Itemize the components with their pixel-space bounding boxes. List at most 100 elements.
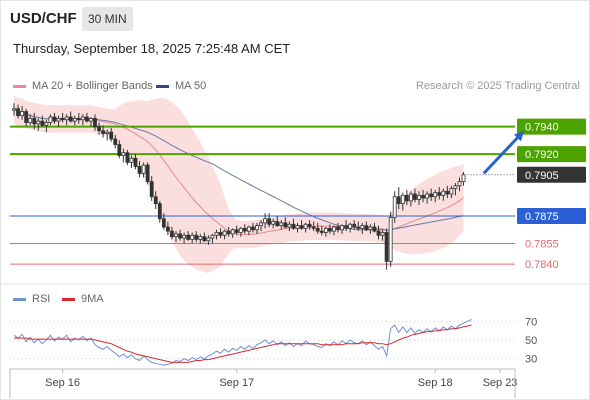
candle-body xyxy=(315,227,320,232)
level-label-0.7940: 0.7940 xyxy=(525,122,559,134)
candle-body xyxy=(52,116,57,122)
candle-body xyxy=(400,194,405,205)
candle-body xyxy=(226,230,231,235)
candle-body xyxy=(404,194,409,202)
candle-body xyxy=(392,196,397,218)
candle-body xyxy=(170,230,174,238)
candle-body xyxy=(332,226,336,232)
candle-body xyxy=(421,194,425,199)
ma50-swatch xyxy=(156,84,169,88)
level-box-0.7875 xyxy=(517,208,586,224)
candle-body xyxy=(255,225,259,231)
candle-body xyxy=(129,157,134,163)
candle-body xyxy=(36,120,41,125)
candle-body xyxy=(376,230,381,236)
level-box-0.7905 xyxy=(517,166,586,183)
candle-body xyxy=(437,192,442,196)
level-label-0.7875: 0.7875 xyxy=(525,211,559,223)
candle-body xyxy=(48,116,53,123)
candle-body xyxy=(72,117,77,122)
candle-body xyxy=(311,226,316,229)
candle-body xyxy=(368,226,373,231)
candle-body xyxy=(68,116,73,122)
candle-body xyxy=(433,192,438,198)
legend-ma50-label: MA 50 xyxy=(175,80,207,92)
bollinger-band xyxy=(14,95,464,273)
projection-arrow-head xyxy=(514,130,525,142)
candle-body xyxy=(210,234,215,239)
candle-body xyxy=(56,117,61,122)
candle-body xyxy=(182,234,187,239)
x-tick-label: Sep 23 xyxy=(483,377,518,389)
candle-body xyxy=(40,120,45,126)
candle-body xyxy=(125,152,130,163)
candle-body xyxy=(93,117,97,128)
candle-body xyxy=(299,225,304,229)
candle-body xyxy=(267,218,272,225)
legend-ma20: MA 20 + Bollinger Bands xyxy=(13,80,153,92)
candle-body xyxy=(165,226,170,232)
candle-body xyxy=(275,221,280,227)
candle-body xyxy=(246,226,251,232)
level-box-0.7940 xyxy=(517,118,586,135)
timestamp: Thursday, September 18, 2025 7:25:48 AM … xyxy=(13,41,291,56)
candle-body xyxy=(161,218,166,228)
candle-body xyxy=(64,116,69,121)
candle-body xyxy=(413,193,417,200)
candle-body xyxy=(457,181,462,187)
candle-body xyxy=(28,117,33,123)
candle-body xyxy=(149,181,154,198)
candle-body xyxy=(222,230,227,236)
candle-body xyxy=(109,131,114,140)
rsi-swatch xyxy=(13,297,26,301)
timeframe-badge[interactable]: 30 MIN xyxy=(82,7,133,31)
symbol-title: USD/CHF xyxy=(10,10,77,27)
ma20-swatch xyxy=(13,84,26,88)
candle-body xyxy=(327,227,332,232)
candle-body xyxy=(336,226,340,231)
candle-body xyxy=(202,236,207,242)
candle-body xyxy=(307,223,312,228)
candle-body xyxy=(60,117,65,121)
candle-body xyxy=(141,164,146,174)
projection-arrow-shaft xyxy=(482,133,522,175)
candle-body xyxy=(153,196,158,205)
legend-ma20-label: MA 20 + Bollinger Bands xyxy=(32,80,153,92)
candle-body xyxy=(218,232,223,236)
candle-body xyxy=(186,234,191,240)
candle-body xyxy=(445,190,450,195)
candle-body xyxy=(283,222,288,228)
x-tick-label: Sep 17 xyxy=(219,377,254,389)
candle-body xyxy=(279,222,284,227)
candle-body xyxy=(133,157,138,167)
candle-body xyxy=(194,234,199,240)
legend-rsi: RSI xyxy=(13,293,50,305)
candle-body xyxy=(238,227,243,233)
candle-body xyxy=(340,225,344,231)
candle-body xyxy=(174,233,178,238)
ma9-line xyxy=(14,324,472,363)
candle-body xyxy=(178,233,182,239)
candle-body xyxy=(190,234,195,240)
candle-body xyxy=(291,223,296,229)
candle-body xyxy=(242,227,247,232)
x-tick-label: Sep 18 xyxy=(418,377,453,389)
candle-body xyxy=(425,193,430,199)
candle-body xyxy=(384,232,389,262)
candle-body xyxy=(105,131,110,134)
candle-body xyxy=(372,226,377,232)
candle-body xyxy=(263,218,268,224)
candle-body xyxy=(441,190,446,196)
candle-body xyxy=(234,229,239,233)
candle-body xyxy=(101,130,105,134)
candle-body xyxy=(396,196,401,205)
legend-rsi-label: RSI xyxy=(32,293,51,305)
candle-body xyxy=(214,232,219,236)
candle-body xyxy=(113,138,118,145)
candle-body xyxy=(145,164,150,183)
candle-body xyxy=(259,222,263,227)
level-box-0.7920 xyxy=(517,146,586,163)
candle-body xyxy=(429,193,434,198)
candle-body xyxy=(348,223,353,229)
